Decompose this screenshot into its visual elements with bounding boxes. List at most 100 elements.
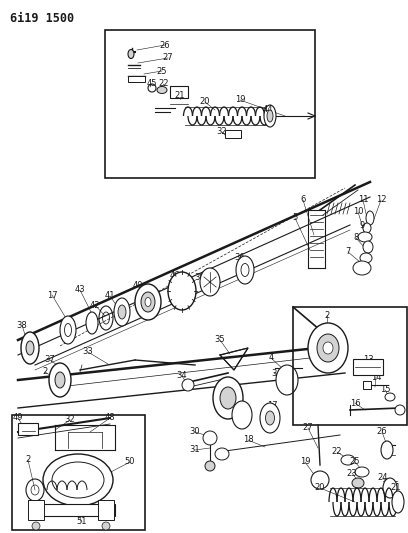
Text: 15: 15	[380, 385, 390, 394]
Ellipse shape	[323, 342, 333, 354]
Ellipse shape	[232, 401, 252, 429]
Text: 20: 20	[315, 483, 325, 492]
Text: 2: 2	[324, 311, 330, 319]
Ellipse shape	[260, 403, 280, 433]
Ellipse shape	[358, 232, 372, 242]
Circle shape	[395, 405, 405, 415]
Ellipse shape	[141, 292, 155, 312]
Ellipse shape	[168, 272, 196, 310]
Text: 46: 46	[170, 271, 180, 280]
Ellipse shape	[60, 316, 76, 344]
Text: 18: 18	[243, 435, 253, 445]
Text: 16: 16	[350, 399, 360, 408]
Text: 28: 28	[217, 384, 227, 392]
Ellipse shape	[264, 105, 276, 127]
Ellipse shape	[363, 241, 373, 253]
Text: 49: 49	[13, 414, 23, 423]
Circle shape	[182, 379, 194, 391]
Text: 19: 19	[300, 457, 310, 466]
Text: 41: 41	[105, 292, 115, 301]
Text: 25: 25	[350, 457, 360, 466]
Text: 17: 17	[267, 400, 277, 409]
Ellipse shape	[114, 298, 130, 326]
Text: 48: 48	[105, 414, 115, 423]
Ellipse shape	[55, 372, 65, 388]
Text: 13: 13	[363, 356, 373, 365]
Text: 14: 14	[371, 373, 381, 382]
Text: 9: 9	[359, 221, 365, 230]
Ellipse shape	[317, 334, 339, 362]
Text: 7: 7	[345, 247, 351, 256]
Ellipse shape	[215, 448, 229, 460]
Text: 32: 32	[65, 416, 75, 424]
Text: 2: 2	[25, 456, 31, 464]
Text: 21: 21	[175, 91, 185, 100]
Text: 37: 37	[44, 356, 55, 365]
Text: 34: 34	[177, 372, 187, 381]
Text: 39: 39	[195, 273, 205, 282]
Ellipse shape	[352, 478, 364, 488]
Text: 44: 44	[263, 106, 273, 115]
Ellipse shape	[128, 50, 134, 59]
Ellipse shape	[145, 297, 151, 306]
Bar	[353, 359, 383, 375]
Circle shape	[32, 522, 40, 530]
Text: 21: 21	[391, 483, 401, 492]
Text: 12: 12	[376, 196, 386, 205]
Text: 6: 6	[300, 196, 306, 205]
Ellipse shape	[157, 86, 167, 93]
Ellipse shape	[86, 312, 98, 334]
Ellipse shape	[135, 284, 161, 320]
Text: 6i19 1500: 6i19 1500	[10, 12, 74, 25]
Ellipse shape	[308, 323, 348, 373]
Text: 40: 40	[133, 280, 143, 289]
Text: 32: 32	[217, 127, 227, 136]
Text: 33: 33	[83, 348, 93, 357]
Text: 27: 27	[303, 424, 313, 432]
Text: 4: 4	[268, 353, 274, 362]
Circle shape	[205, 461, 215, 471]
Text: 29: 29	[235, 400, 245, 409]
Text: 31: 31	[190, 446, 200, 455]
Text: 17: 17	[47, 290, 57, 300]
Text: 27: 27	[163, 53, 173, 62]
Text: 11: 11	[358, 196, 368, 205]
Circle shape	[102, 522, 110, 530]
Text: 24: 24	[378, 473, 388, 482]
Text: 42: 42	[90, 301, 100, 310]
Ellipse shape	[366, 211, 374, 225]
Ellipse shape	[21, 332, 39, 364]
Text: 43: 43	[75, 286, 85, 295]
Bar	[18, 423, 38, 435]
Ellipse shape	[392, 491, 404, 513]
Text: 22: 22	[332, 448, 342, 456]
Ellipse shape	[383, 478, 397, 498]
Bar	[98, 500, 114, 520]
Bar	[30, 504, 115, 516]
Bar	[170, 86, 188, 98]
Ellipse shape	[363, 223, 371, 233]
Bar	[28, 500, 44, 520]
Ellipse shape	[385, 393, 395, 401]
Text: 2: 2	[42, 367, 48, 376]
Ellipse shape	[236, 256, 254, 284]
Ellipse shape	[200, 268, 220, 296]
Ellipse shape	[311, 471, 329, 489]
Text: 3: 3	[271, 368, 277, 377]
Ellipse shape	[353, 261, 371, 275]
Text: 8: 8	[353, 233, 359, 243]
Ellipse shape	[381, 441, 393, 459]
Text: 22: 22	[159, 79, 169, 88]
Text: 25: 25	[157, 67, 167, 76]
Text: 10: 10	[353, 207, 363, 216]
Ellipse shape	[360, 253, 372, 263]
Text: 51: 51	[77, 518, 87, 527]
Text: 19: 19	[235, 95, 245, 104]
Ellipse shape	[213, 377, 243, 419]
Bar	[12, 415, 145, 530]
Circle shape	[203, 431, 217, 445]
Text: 50: 50	[125, 457, 135, 466]
Text: 35: 35	[215, 335, 225, 344]
Ellipse shape	[341, 455, 355, 465]
Ellipse shape	[276, 365, 298, 395]
